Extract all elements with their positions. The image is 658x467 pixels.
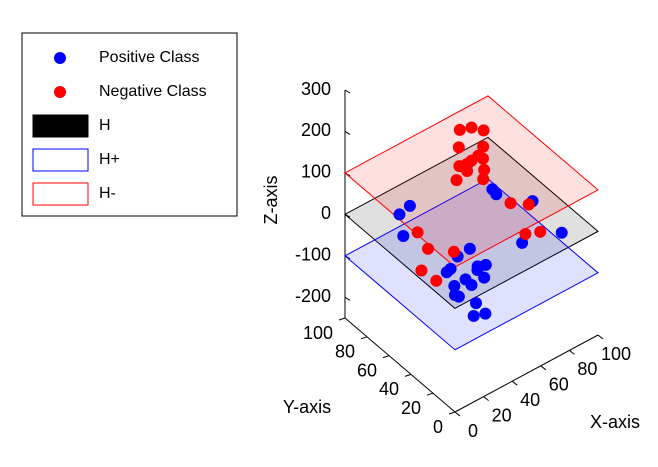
point [411, 226, 424, 239]
point [479, 307, 492, 320]
legend-label: Negative Class [99, 83, 207, 100]
z-tick-label: -200 [295, 286, 331, 306]
x-tick [483, 396, 489, 401]
z-tick-label: 100 [301, 162, 331, 182]
x-tick [511, 380, 518, 386]
z-tick-label: 0 [321, 203, 331, 223]
y-tick-label: 60 [357, 360, 377, 380]
legend-swatch [32, 114, 89, 138]
z-tick-label: 300 [301, 79, 331, 99]
point [393, 208, 406, 221]
point [465, 121, 478, 134]
point [519, 228, 532, 241]
point [449, 289, 461, 302]
point [422, 242, 435, 255]
x-tick-label: 20 [492, 405, 512, 425]
legend-label: H- [99, 185, 116, 202]
y-tick-label: 20 [401, 398, 421, 418]
point [430, 274, 443, 287]
z-tick [344, 131, 351, 135]
plane [344, 136, 599, 309]
point [471, 260, 484, 273]
point [452, 141, 465, 154]
x-axis-line [454, 334, 599, 413]
z-tick [344, 89, 351, 94]
legend-swatch [32, 182, 89, 206]
point [477, 173, 490, 186]
point [555, 226, 568, 239]
x-tick-label: 40 [520, 390, 540, 410]
point [461, 164, 474, 177]
legend-swatch [32, 148, 89, 172]
point [478, 163, 491, 176]
y-tick [338, 317, 346, 321]
point [470, 297, 483, 310]
x-tick-label: 60 [549, 375, 569, 395]
point [477, 140, 490, 153]
point [415, 264, 428, 277]
x-tick-label: 100 [601, 344, 631, 364]
point [467, 309, 480, 322]
x-tick [454, 411, 461, 417]
y-tick [360, 336, 368, 340]
y-tick-label: 100 [303, 323, 333, 343]
y-tick [404, 373, 412, 377]
y-tick [426, 392, 434, 396]
point [450, 174, 463, 187]
y-tick-label: 80 [335, 342, 355, 362]
y-tick-label: 40 [379, 379, 399, 399]
z-tick-label: -100 [295, 245, 331, 265]
x-tick-label: 80 [577, 359, 597, 379]
point [459, 273, 472, 286]
point [440, 266, 453, 279]
z-axis-label: Z-axis [261, 176, 281, 225]
y-tick-label: 0 [433, 417, 443, 437]
legend-marker [54, 52, 66, 64]
y-axis-label: Y-axis [283, 397, 331, 417]
point [463, 242, 476, 255]
y-tick [382, 355, 390, 359]
point [447, 245, 460, 258]
point [477, 124, 490, 137]
x-tick-label: 0 [468, 421, 478, 441]
point [522, 198, 535, 211]
point [397, 229, 410, 242]
point [453, 123, 466, 136]
point [472, 149, 485, 162]
point [403, 199, 416, 212]
x-tick [569, 350, 575, 355]
z-tick-label: 200 [301, 120, 331, 140]
x-axis-label: X-axis [590, 412, 640, 432]
point [486, 183, 499, 196]
legend-label: Positive Class [99, 49, 199, 66]
z-tick [344, 296, 351, 301]
legend-label: H+ [99, 151, 120, 168]
y-tick [448, 411, 456, 415]
x-tick [597, 334, 604, 340]
plane [344, 95, 599, 268]
legend: Positive Class Negative Class H H+ H- [32, 49, 207, 206]
legend-marker [54, 86, 66, 98]
point [504, 197, 517, 210]
x-tick [540, 365, 547, 371]
point [534, 225, 547, 238]
legend-label: H [99, 117, 111, 134]
point [448, 279, 461, 292]
y-axis-line [344, 317, 456, 413]
